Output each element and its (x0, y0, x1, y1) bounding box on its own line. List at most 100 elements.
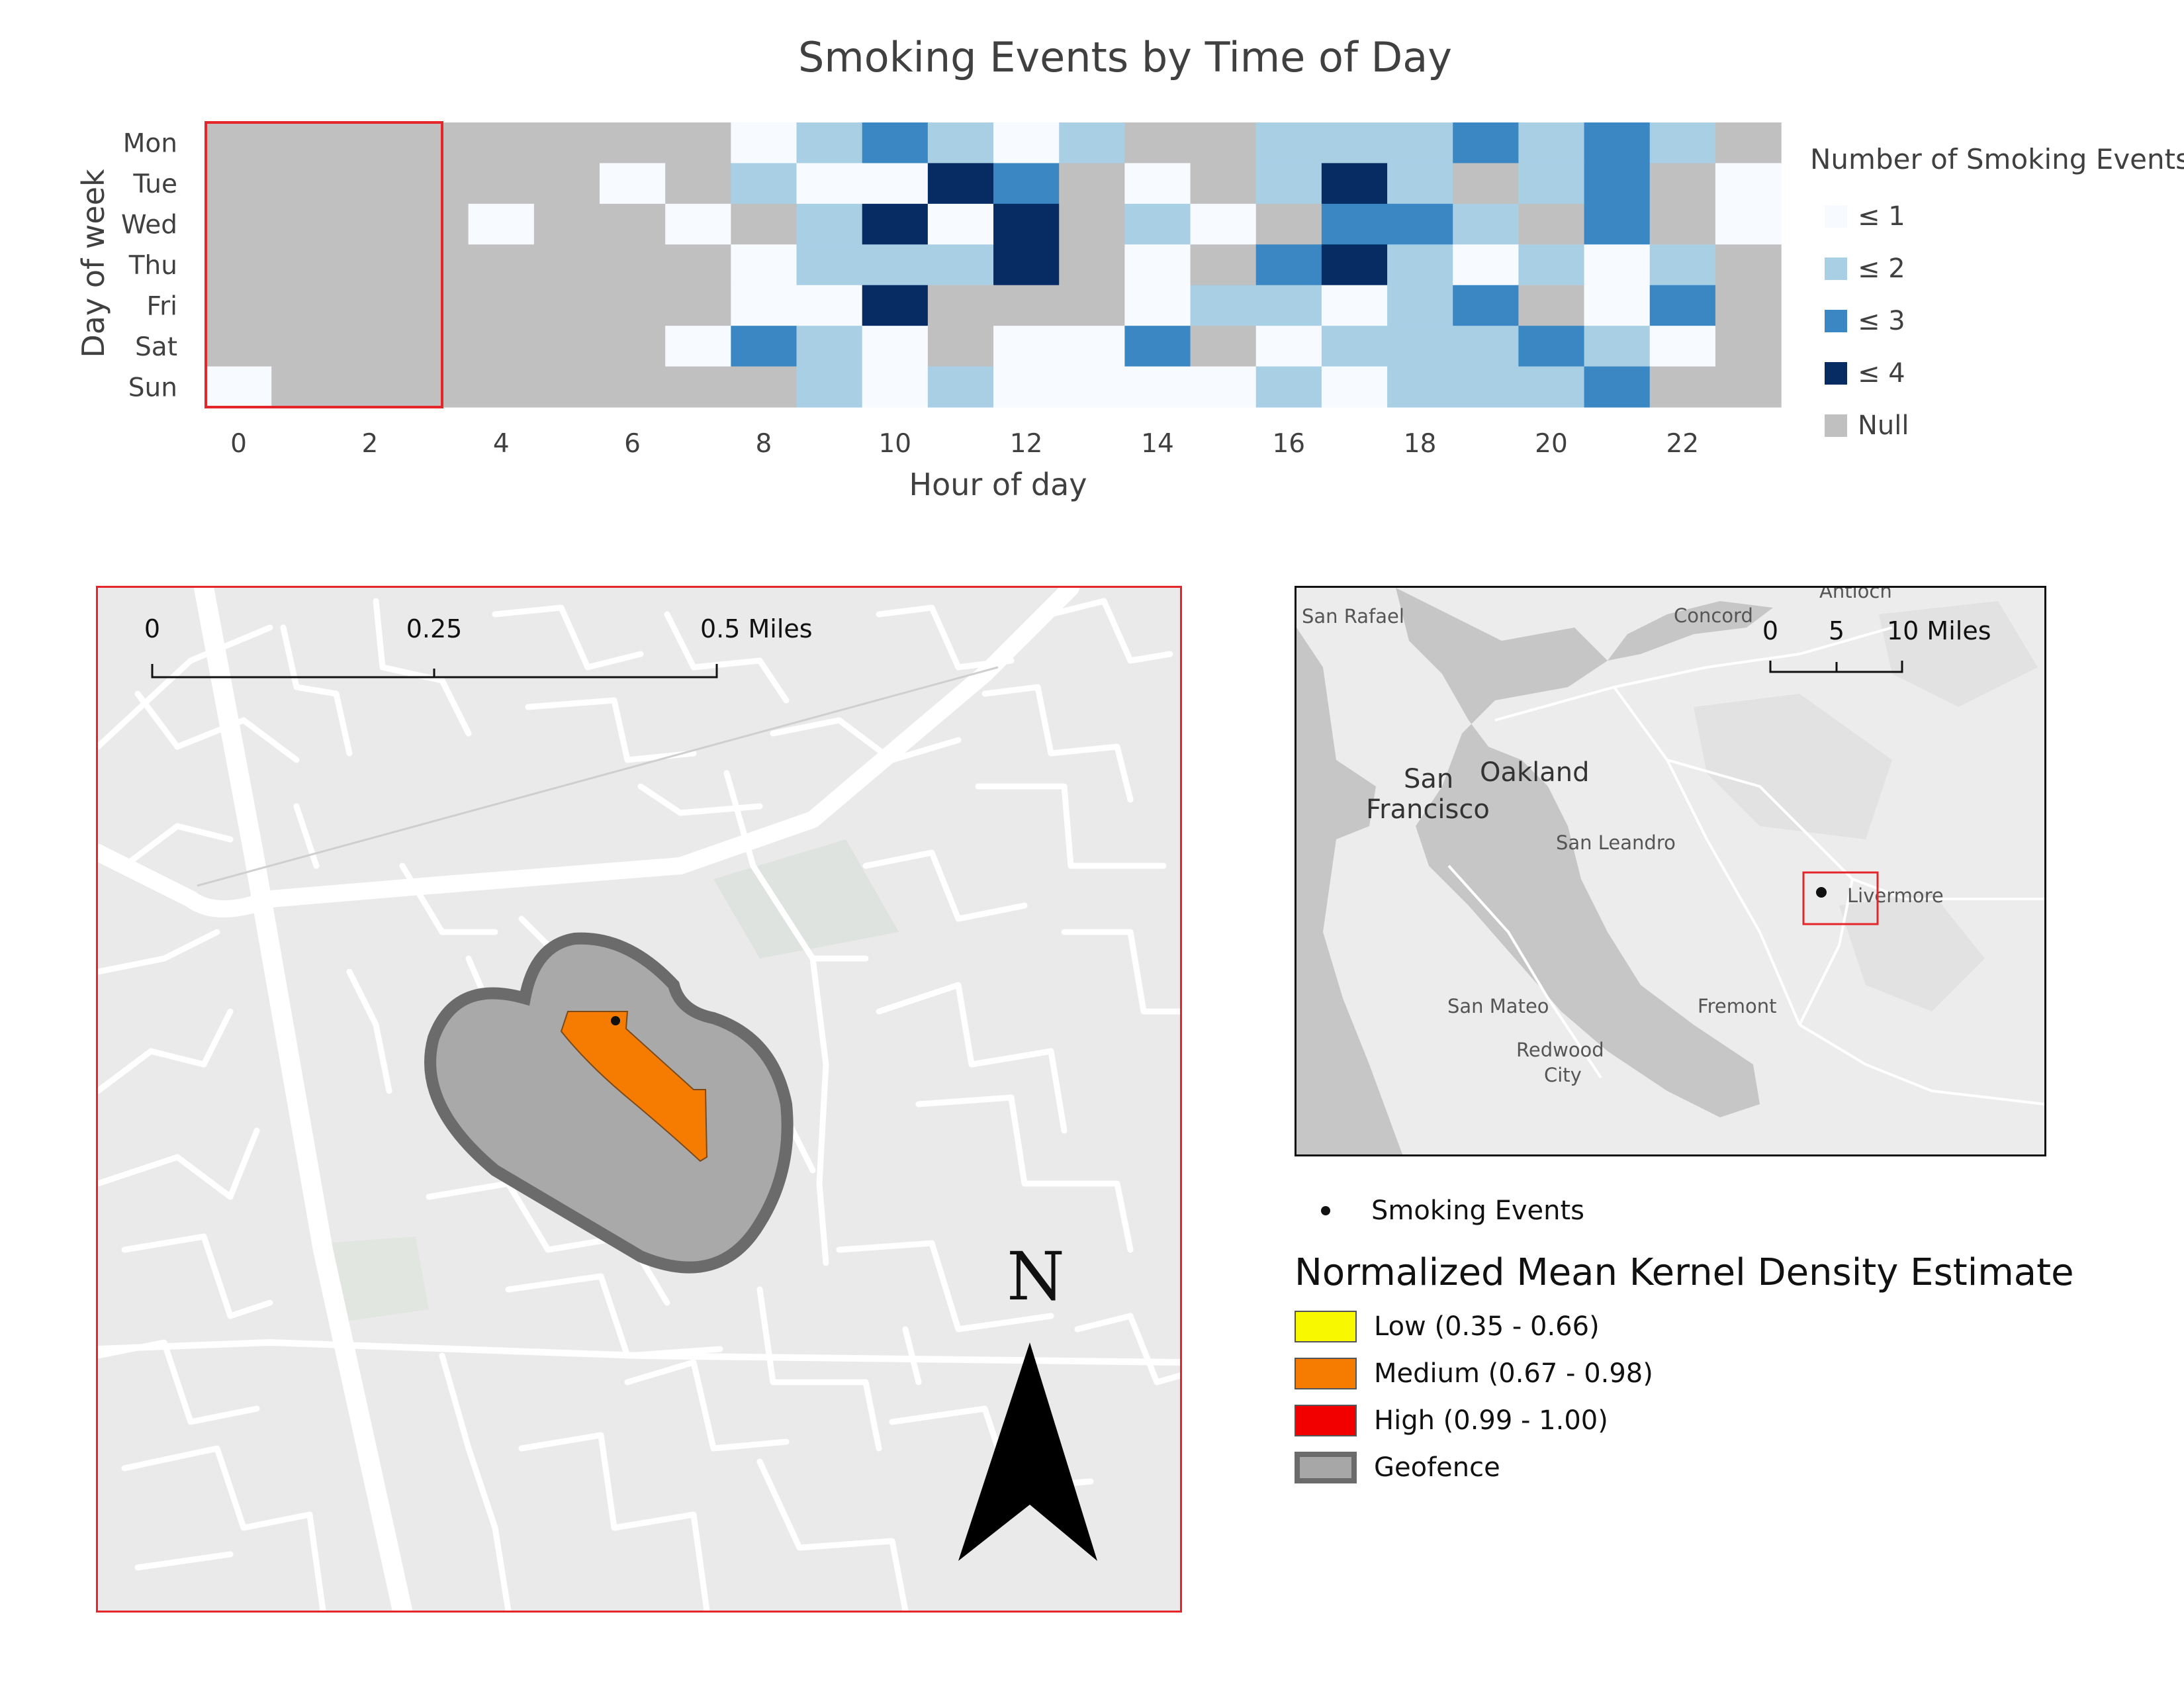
heatmap-cell (1453, 163, 1519, 205)
x-tick-label: 16 (1272, 429, 1305, 459)
heatmap-cell (1190, 285, 1257, 326)
heatmap-cell (533, 122, 600, 164)
heatmap-cell (271, 326, 338, 367)
heatmap-cell (468, 326, 535, 367)
smoking-event-point (611, 1016, 620, 1025)
heatmap-cell (1387, 326, 1453, 367)
heatmap-cell (533, 203, 600, 245)
inset-scale-label-end: 10 Miles (1887, 616, 1991, 645)
main-map[interactable]: 0 0.25 0.5 Miles N (96, 586, 1182, 1613)
heatmap-cell (206, 326, 272, 367)
heatmap-cell (1584, 203, 1651, 245)
heatmap-cell (1518, 122, 1585, 164)
heatmap-cell (1190, 244, 1257, 286)
rail-line (197, 666, 999, 887)
heatmap-cell (1321, 366, 1388, 408)
y-tick-label: Tue (132, 169, 177, 199)
heatmap-cell (337, 203, 404, 245)
heatmap-chart: Smoking Events by Time of Day Mon Tue Wed T… (75, 33, 2184, 502)
heatmap-cell (1584, 326, 1651, 367)
heatmap-cell (1518, 203, 1585, 245)
heatmap-cell (1321, 163, 1388, 205)
legend-swatch (1825, 310, 1847, 332)
heatmap-cell (1387, 203, 1453, 245)
heatmap-cell (1059, 285, 1125, 326)
heatmap-cell (206, 366, 272, 408)
heatmap-cell (402, 366, 469, 408)
scale-label-end: 0.5 Miles (700, 614, 813, 643)
heatmap-cell (927, 285, 994, 326)
heatmap-cell (1124, 285, 1191, 326)
heatmap-cell (402, 285, 469, 326)
scale-label-0: 0 (144, 614, 160, 643)
heatmap-cell (927, 203, 994, 245)
heatmap-cell (1059, 163, 1125, 205)
heatmap-cell (1518, 366, 1585, 408)
place-label: San Rafael (1302, 605, 1404, 628)
heatmap-cell (271, 203, 338, 245)
density-area-medium (560, 1011, 708, 1162)
heatmap-cell (600, 285, 666, 326)
heatmap-cell (1059, 122, 1125, 164)
legend-label: ≤ 1 (1858, 201, 1905, 232)
place-label: San Mateo (1447, 995, 1549, 1017)
place-label: Concord (1674, 604, 1753, 627)
y-axis-label: Day of week (75, 169, 111, 358)
heatmap-cell (1190, 326, 1257, 367)
heatmap-cell (1124, 326, 1191, 367)
heatmap-cell (206, 285, 272, 326)
heatmap-cell (271, 285, 338, 326)
geofence (424, 932, 794, 1274)
chart-title: Smoking Events by Time of Day (798, 33, 1452, 81)
heatmap-cell (1453, 122, 1519, 164)
heatmap-cell (862, 326, 929, 367)
y-tick-label: Wed (121, 211, 177, 240)
heatmap-cell (1321, 122, 1388, 164)
main-roads (98, 588, 1180, 1611)
heatmap-cell (402, 122, 469, 164)
heatmap-cell (1453, 285, 1519, 326)
inset-map[interactable]: 0 5 10 Miles San Rafael Concord Antioch … (1295, 586, 2046, 1156)
heatmap-cell (1584, 366, 1651, 408)
x-tick-label: 18 (1404, 429, 1437, 459)
study-area-box (1802, 871, 1879, 925)
heatmap-cell (1518, 285, 1585, 326)
heatmap-cell (337, 244, 404, 286)
legend-title: Number of Smoking Events (1810, 143, 2184, 175)
heatmap-cell (993, 163, 1060, 205)
heatmap-cell (600, 203, 666, 245)
heatmap-cell (1059, 326, 1125, 367)
heatmap-cell (337, 326, 404, 367)
place-label: Fremont (1698, 995, 1776, 1017)
heatmap-cell (862, 122, 929, 164)
heatmap-cell (665, 366, 731, 408)
heatmap-cell (1255, 244, 1322, 286)
heatmap-cell (862, 163, 929, 205)
heatmap-cell (600, 122, 666, 164)
heatmap-cell (1321, 244, 1388, 286)
heatmap-cell (731, 366, 797, 408)
heatmap-cell (1190, 163, 1257, 205)
y-tick-label: Fri (147, 291, 177, 321)
inset-scale-bar: 0 5 10 Miles (1762, 616, 1991, 673)
heatmap-cell (731, 203, 797, 245)
heatmap-cell (337, 285, 404, 326)
heatmap-cell (1321, 203, 1388, 245)
heatmap-cell (1255, 122, 1322, 164)
heatmap-cell (1453, 366, 1519, 408)
heatmap-cell (1255, 326, 1322, 367)
place-label: Antioch (1819, 588, 1892, 602)
x-tick-label: 4 (493, 429, 510, 459)
inset-scale-label-mid: 5 (1829, 616, 1844, 645)
heatmap-cell (468, 163, 535, 205)
heatmap-cell (533, 285, 600, 326)
heatmap-cell (1059, 366, 1125, 408)
place-label: San Leandro (1556, 831, 1676, 854)
heatmap-cell (1518, 326, 1585, 367)
heatmap-cell (600, 326, 666, 367)
x-tick-label: 22 (1666, 429, 1699, 459)
y-tick-label: Sat (135, 332, 177, 362)
heatmap-cell (1190, 203, 1257, 245)
legend-events-label: Smoking Events (1371, 1196, 1584, 1226)
heatmap-cell (337, 366, 404, 408)
